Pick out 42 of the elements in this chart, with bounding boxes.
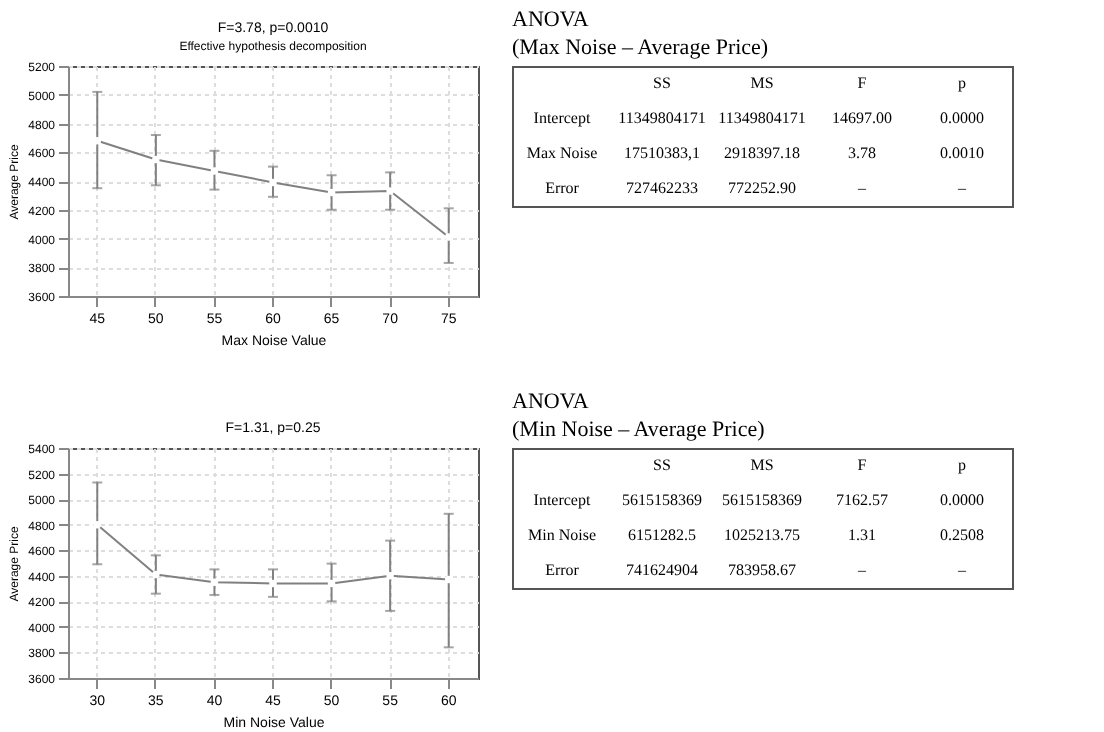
text: 0.0010 [940, 143, 984, 162]
category-label: Error [545, 178, 579, 197]
category-label: Error [545, 560, 579, 579]
text: ANOVA [512, 8, 589, 32]
text: 5615158369 [722, 490, 802, 509]
category-label: p [958, 73, 966, 92]
text: 5615158369 [622, 490, 702, 509]
text: – [958, 178, 966, 197]
category-label: F [857, 455, 868, 474]
category-label: MS [750, 73, 774, 92]
category-label: Intercept [533, 108, 591, 127]
text: (Max Noise – Average Price) [512, 36, 769, 60]
text: 11349804171 [718, 108, 806, 127]
text: – [858, 178, 866, 197]
text: 14697.00 [832, 108, 892, 127]
text: 1025213.75 [724, 525, 800, 544]
category-label: Min Noise [528, 525, 596, 544]
text: 11349804171 [618, 108, 706, 127]
text: 0.2508 [940, 525, 984, 544]
text: 7162.57 [836, 490, 888, 509]
text: (Min Noise – Average Price) [512, 418, 766, 442]
text: – [858, 560, 866, 579]
text: 0.0000 [940, 108, 984, 127]
text: 3.78 [848, 143, 876, 162]
text: 2918397.18 [724, 143, 800, 162]
category-label: F [857, 73, 868, 92]
category-label: p [958, 455, 966, 474]
category-label: SS [653, 455, 671, 474]
category-label: SS [653, 73, 671, 92]
category-label: Max Noise [526, 143, 598, 162]
text: 6151282.5 [628, 525, 696, 544]
text: 741624904 [626, 560, 698, 579]
text: 0.0000 [940, 490, 984, 509]
text: 17510383,1 [624, 143, 700, 162]
text: 783958.67 [728, 560, 796, 579]
category-label: MS [750, 455, 774, 474]
text: – [958, 560, 966, 579]
text: 1.31 [848, 525, 876, 544]
category-label: Intercept [533, 490, 591, 509]
text: ANOVA [512, 390, 589, 414]
text: 772252.90 [728, 178, 796, 197]
text: 727462233 [626, 178, 698, 197]
